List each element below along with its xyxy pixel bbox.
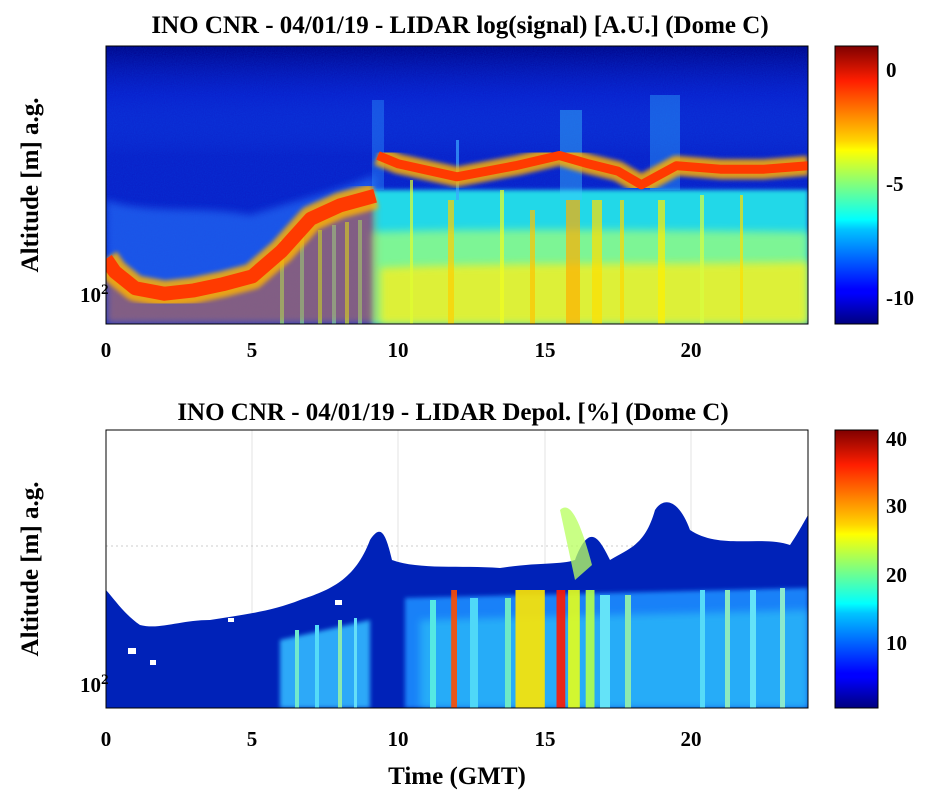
bottom-white-speckles: [128, 600, 342, 665]
top-y-axis-label: Altitude [m] a.g.: [17, 98, 44, 273]
top-layer-core-0: [106, 189, 377, 301]
bottom-colorbar-tick-10: 10: [886, 631, 907, 655]
bottom-x-axis-label: Time (GMT): [388, 763, 526, 790]
top-plot-area: [106, 46, 808, 324]
bottom-x-tick-15: 15: [535, 727, 556, 751]
bottom-y-axis-label: Altitude [m] a.g.: [17, 482, 44, 657]
top-x-tick-15: 15: [535, 338, 556, 362]
bottom-colorbar-tick-40: 40: [886, 427, 907, 451]
bottom-x-tick-5: 5: [247, 727, 258, 751]
bottom-colorbar-tick-30: 30: [886, 494, 907, 518]
top-colorbar-tick-0: 0: [886, 58, 897, 82]
top-x-tick-20: 20: [681, 338, 702, 362]
top-y-tick-100: 102: [80, 282, 109, 307]
bottom-high-depol-band-3: [568, 590, 580, 708]
bottom-x-tick-0: 0: [101, 727, 112, 751]
top-x-ticks: 0 5 10 15 20: [101, 338, 702, 362]
bottom-colorbar-ticks: 40 30 20 10: [886, 427, 907, 655]
bottom-plot-area: [106, 430, 808, 708]
top-x-tick-0: 0: [101, 338, 112, 362]
bottom-chart-title: INO CNR - 04/01/19 - LIDAR Depol. [%] (D…: [177, 399, 728, 426]
bottom-high-depol-band-4: [585, 590, 595, 708]
top-vertical-streaks: [372, 95, 743, 324]
bottom-x-tick-10: 10: [388, 727, 409, 751]
bottom-x-tick-20: 20: [681, 727, 702, 751]
top-chart-title: INO CNR - 04/01/19 - LIDAR log(signal) […: [151, 12, 768, 39]
bottom-high-depol-band-1: [515, 590, 545, 708]
top-x-tick-10: 10: [388, 338, 409, 362]
bottom-plot-frame: [105, 429, 809, 709]
top-x-tick-5: 5: [247, 338, 258, 362]
bottom-high-depol-band-0: [451, 590, 457, 708]
top-plot-frame: [105, 45, 809, 325]
bottom-high-depol-band-2: [556, 590, 566, 708]
top-colorbar-tick-m5: -5: [886, 172, 904, 196]
top-colorbar-ticks: 0 -5 -10: [886, 58, 914, 310]
top-colorbar-tick-m10: -10: [886, 286, 914, 310]
bottom-colorbar-tick-20: 20: [886, 563, 907, 587]
bottom-colorbar: [834, 429, 879, 709]
bottom-high-depol-bands: [451, 590, 595, 708]
top-colorbar: [834, 45, 879, 325]
bottom-x-ticks: 0 5 10 15 20: [101, 727, 702, 751]
top-layers: [106, 145, 808, 324]
bottom-y-tick-100: 102: [80, 672, 109, 697]
top-layer-core-1: [376, 151, 808, 190]
